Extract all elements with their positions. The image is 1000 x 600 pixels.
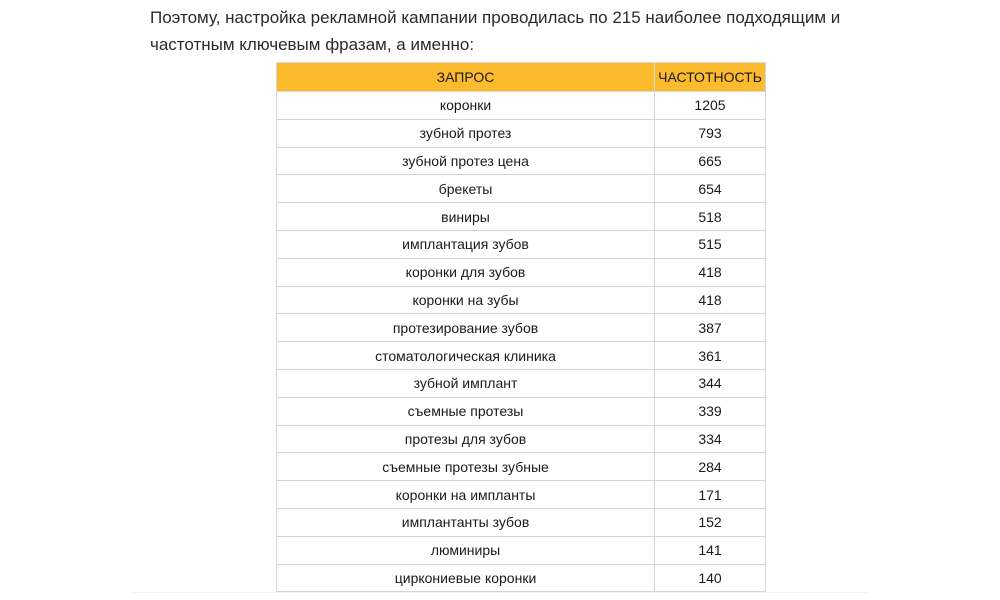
query-cell: протезирование зубов	[275, 313, 656, 343]
frequency-cell: 140	[654, 563, 766, 593]
frequency-cell: 418	[654, 285, 766, 315]
intro-line-2: частотным ключевым фразам, а именно:	[150, 35, 475, 54]
query-cell: виниры	[275, 202, 656, 231]
query-cell: брекеты	[275, 174, 656, 204]
frequency-cell: 152	[654, 507, 766, 537]
query-cell: имплантация зубов	[275, 229, 656, 259]
frequency-cell: 171	[654, 480, 766, 509]
table-row: зубной имплант 344	[275, 368, 766, 398]
table-row: коронки на импланты 171	[275, 480, 766, 509]
table-row: протезы для зубов 334	[275, 424, 766, 454]
column-header-frequency: ЧАСТОТНОСТЬ	[654, 62, 766, 92]
query-cell: коронки	[275, 91, 656, 120]
query-cell: люминиры	[275, 535, 656, 565]
frequency-cell: 339	[654, 396, 766, 426]
table-row: люминиры 141	[275, 535, 766, 565]
frequency-cell: 418	[654, 257, 766, 287]
table-row: циркониевые коронки 140	[275, 563, 766, 593]
frequency-cell: 515	[654, 229, 766, 259]
query-cell: стоматологическая клиника	[275, 341, 656, 370]
frequency-cell: 518	[654, 202, 766, 231]
table-row: коронки на зубы 418	[275, 285, 766, 315]
frequency-cell: 1205	[654, 91, 766, 120]
frequency-cell: 793	[654, 118, 766, 148]
frequency-cell: 665	[654, 146, 766, 176]
table-row: протезирование зубов 387	[275, 313, 766, 343]
frequency-cell: 654	[654, 174, 766, 204]
frequency-cell: 141	[654, 535, 766, 565]
table-row: коронки 1205	[275, 91, 766, 120]
frequency-cell: 361	[654, 341, 766, 370]
query-cell: имплантанты зубов	[275, 507, 656, 537]
table-row: виниры 518	[275, 202, 766, 231]
table-row: съемные протезы зубные 284	[275, 452, 766, 482]
query-cell: зубной имплант	[275, 368, 656, 398]
query-cell: коронки для зубов	[275, 257, 656, 287]
query-cell: зубной протез цена	[275, 146, 656, 176]
keywords-table: ЗАПРОС ЧАСТОТНОСТЬ коронки 1205 зубной про…	[275, 62, 766, 593]
table-row: имплантация зубов 515	[275, 229, 766, 259]
query-cell: коронки на импланты	[275, 480, 656, 509]
table-row: стоматологическая клиника 361	[275, 341, 766, 370]
intro-line-1: Поэтому, настройка рекламной кампании пр…	[150, 8, 841, 27]
table-row: съемные протезы 339	[275, 396, 766, 426]
frequency-cell: 334	[654, 424, 766, 454]
table-header-row: ЗАПРОС ЧАСТОТНОСТЬ	[275, 62, 766, 92]
query-cell: зубной протез	[275, 118, 656, 148]
frequency-cell: 284	[654, 452, 766, 482]
table-row: зубной протез цена 665	[275, 146, 766, 176]
table-row: коронки для зубов 418	[275, 257, 766, 287]
table-row: зубной протез 793	[275, 118, 766, 148]
query-cell: съемные протезы зубные	[275, 452, 656, 482]
column-header-query: ЗАПРОС	[275, 62, 656, 92]
frequency-cell: 387	[654, 313, 766, 343]
table-row: брекеты 654	[275, 174, 766, 204]
table-body: коронки 1205 зубной протез 793 зубной протез…	[275, 91, 766, 593]
query-cell: циркониевые коронки	[275, 563, 656, 593]
query-cell: съемные протезы	[275, 396, 656, 426]
frequency-cell: 344	[654, 368, 766, 398]
query-cell: протезы для зубов	[275, 424, 656, 454]
query-cell: коронки на зубы	[275, 285, 656, 315]
intro-paragraph: Поэтому, настройка рекламной кампании пр…	[150, 4, 910, 58]
table-row: имплантанты зубов 152	[275, 507, 766, 537]
divider	[130, 592, 870, 593]
